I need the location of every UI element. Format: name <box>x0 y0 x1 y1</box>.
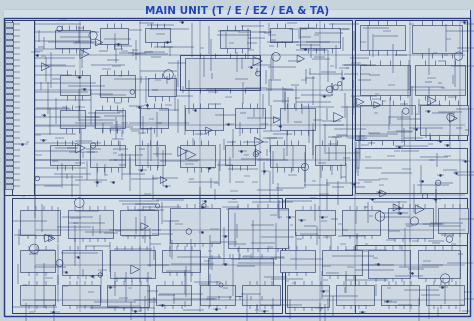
Bar <box>100 75 135 97</box>
Bar <box>170 208 220 243</box>
Bar <box>5 136 13 141</box>
Bar <box>342 210 380 235</box>
Bar <box>20 250 55 272</box>
Bar <box>5 130 13 134</box>
Bar <box>415 65 465 95</box>
Bar <box>20 210 60 235</box>
Bar <box>50 145 80 165</box>
Bar <box>4 20 34 195</box>
Bar <box>5 28 13 32</box>
Bar <box>60 110 85 128</box>
Bar <box>162 250 200 272</box>
Bar <box>242 285 280 305</box>
Bar <box>110 250 155 278</box>
Bar <box>5 34 13 39</box>
Bar <box>4 10 470 20</box>
Bar <box>5 64 13 68</box>
Bar <box>62 250 102 275</box>
Bar <box>120 210 158 235</box>
Bar <box>360 25 405 50</box>
Bar <box>148 78 176 96</box>
Bar <box>336 285 374 305</box>
Bar <box>185 58 260 88</box>
Bar <box>295 210 335 235</box>
Bar <box>145 28 170 42</box>
Bar <box>5 160 13 164</box>
Bar <box>12 20 352 195</box>
Bar <box>5 94 13 99</box>
Bar <box>5 112 13 117</box>
Bar <box>355 20 467 140</box>
Text: MAIN UNIT (T / E / EZ / EA & TA): MAIN UNIT (T / E / EZ / EA & TA) <box>145 6 329 16</box>
Bar <box>5 154 13 159</box>
Bar <box>185 108 223 130</box>
Bar <box>355 245 467 313</box>
Bar <box>5 52 13 56</box>
Bar <box>381 285 419 305</box>
Bar <box>5 82 13 86</box>
Bar <box>5 184 13 188</box>
Bar <box>368 250 410 278</box>
Bar <box>280 108 315 130</box>
Bar <box>5 118 13 123</box>
Bar <box>5 166 13 170</box>
Bar <box>270 28 292 42</box>
Bar <box>285 198 467 313</box>
Bar <box>208 258 273 296</box>
Bar <box>20 285 55 305</box>
Bar <box>270 145 305 167</box>
Bar <box>5 70 13 74</box>
Bar <box>412 25 462 53</box>
Bar <box>287 285 329 307</box>
Bar <box>5 22 13 27</box>
Bar <box>426 285 464 305</box>
Bar <box>180 145 215 167</box>
Bar <box>62 285 100 305</box>
Bar <box>235 108 265 128</box>
Bar <box>5 172 13 177</box>
Bar <box>5 106 13 110</box>
Bar <box>5 148 13 152</box>
Bar <box>5 40 13 45</box>
Bar <box>5 124 13 128</box>
Bar <box>55 30 90 48</box>
Bar <box>12 198 282 313</box>
Bar <box>200 285 235 305</box>
Bar <box>5 58 13 63</box>
Bar <box>140 108 168 128</box>
Bar <box>5 76 13 81</box>
Bar <box>156 285 191 305</box>
Bar <box>438 208 468 233</box>
Bar <box>360 65 410 95</box>
Bar <box>315 145 345 165</box>
Bar <box>388 208 433 238</box>
Bar <box>228 208 288 248</box>
Bar <box>5 142 13 146</box>
Bar <box>180 55 260 90</box>
Bar <box>5 46 13 50</box>
Bar <box>107 285 149 307</box>
Bar <box>355 148 467 193</box>
Bar <box>420 105 468 135</box>
Bar <box>95 110 125 128</box>
Bar <box>100 28 128 44</box>
Bar <box>300 28 340 48</box>
Bar <box>68 210 113 238</box>
Bar <box>5 178 13 183</box>
Bar <box>280 250 315 272</box>
Bar <box>90 145 125 167</box>
Bar <box>322 250 362 275</box>
Bar <box>5 100 13 105</box>
Bar <box>418 250 460 278</box>
Bar <box>60 75 90 95</box>
Bar <box>135 145 165 165</box>
Bar <box>220 30 250 48</box>
Bar <box>5 88 13 92</box>
Bar <box>360 105 415 140</box>
Bar <box>225 145 255 165</box>
